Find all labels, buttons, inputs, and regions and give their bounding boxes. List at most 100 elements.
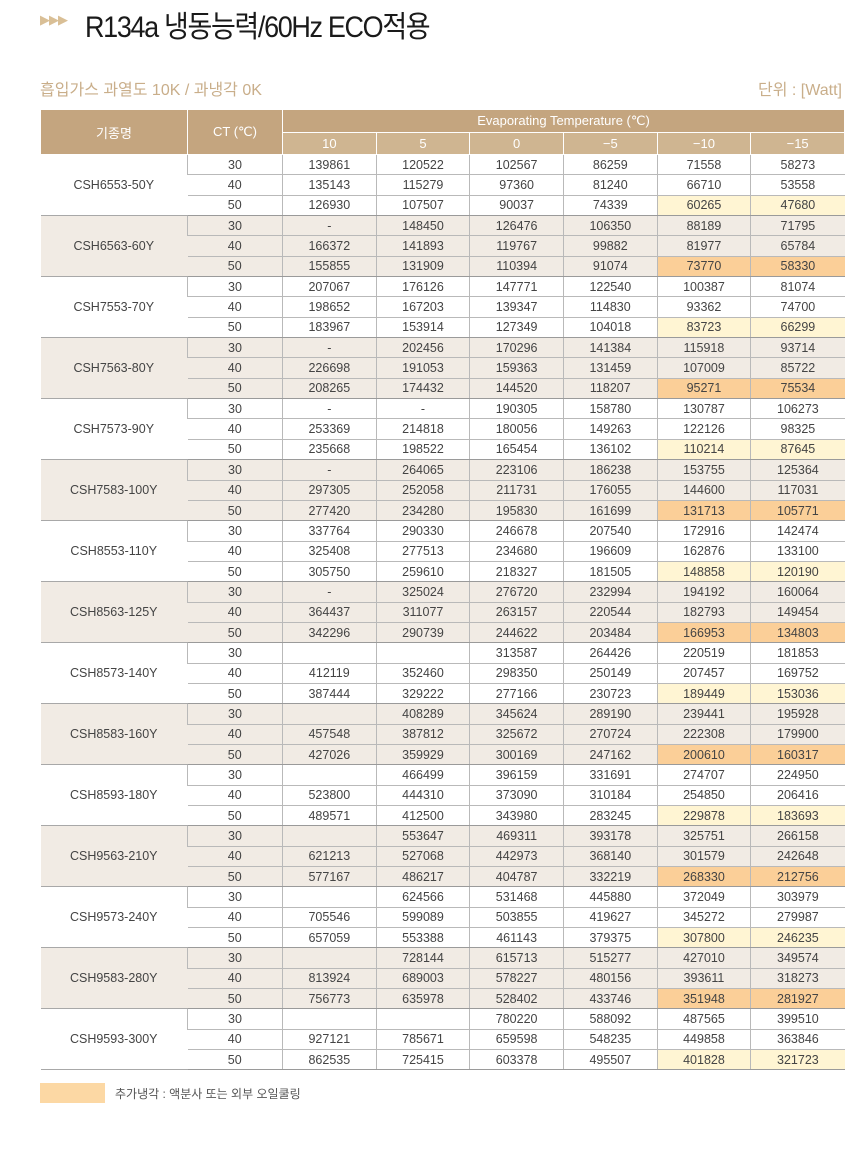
capacity-cell: 153036 — [750, 683, 845, 705]
capacity-cell: 515277 — [562, 947, 658, 969]
capacity-cell: 246235 — [750, 927, 845, 949]
capacity-cell: 191053 — [375, 357, 470, 379]
capacity-cell: 527068 — [375, 846, 470, 868]
capacity-cell: 242648 — [750, 846, 845, 868]
table-row: 40 813924 689003 578227 480156 393611 318273 — [41, 968, 845, 990]
ct-cell: 30 — [187, 276, 283, 298]
capacity-cell: 303979 — [750, 886, 845, 908]
ct-cell: 30 — [187, 1008, 283, 1030]
table-row: CSH9563-210Y 30 553647 469311 393178 325751 26… — [40, 825, 845, 888]
capacity-cell: 58330 — [750, 256, 845, 278]
table-row: 40 198652 167203 139347 114830 93362 74700 — [41, 296, 845, 318]
model-name: CSH7573-90Y — [40, 398, 188, 461]
table-row: 50 756773 635978 528402 433746 351948 281927 — [41, 988, 845, 1010]
capacity-cell: - — [282, 459, 377, 481]
table-row: CSH8593-180Y 30 466499 396159 331691 274707 22… — [40, 764, 845, 827]
capacity-cell: 203484 — [562, 622, 658, 644]
ct-cell: 40 — [187, 968, 283, 990]
capacity-cell: 100387 — [656, 276, 751, 298]
capacity-cell: 182793 — [656, 602, 751, 623]
table-row: CSH8583-160Y 30 408289 345624 289190 239441 19… — [40, 703, 845, 766]
capacity-cell: 85722 — [750, 357, 845, 379]
capacity-cell: 198522 — [375, 439, 470, 461]
capacity-cell: 207457 — [656, 663, 751, 684]
capacity-cell: 486217 — [375, 866, 470, 888]
capacity-cell: 290330 — [375, 520, 470, 542]
capacity-cell: 99882 — [562, 235, 658, 257]
condition-subtitle: 흡입가스 과열도 10K / 과냉각 0K — [40, 82, 262, 99]
table-row: 50 387444 329222 277166 230723 189449 153036 — [41, 683, 845, 705]
header-temp: −15 — [750, 132, 845, 155]
capacity-cell: 283245 — [562, 805, 658, 827]
capacity-cell: 162876 — [656, 541, 751, 562]
capacity-cell: 139861 — [282, 154, 377, 176]
ct-cell: 50 — [187, 317, 283, 339]
capacity-cell: 194192 — [656, 581, 751, 603]
capacity-cell: 372049 — [656, 886, 751, 908]
capacity-cell: 149454 — [750, 602, 845, 623]
capacity-cell: 373090 — [469, 785, 564, 807]
capacity-cell: 235668 — [282, 439, 377, 461]
model-name: CSH8573-140Y — [40, 642, 188, 705]
capacity-cell: 603378 — [469, 1049, 564, 1071]
table-row: 40 325408 277513 234680 196609 162876 133100 — [41, 541, 845, 562]
capacity-cell: 252058 — [375, 480, 470, 501]
capacity-cell: 379375 — [562, 927, 658, 949]
capacity-cell: 144520 — [469, 378, 564, 400]
ct-cell: 30 — [187, 459, 283, 481]
ct-cell: 50 — [187, 988, 283, 1010]
capacity-cell: 71558 — [656, 154, 751, 176]
capacity-cell: 98325 — [750, 418, 845, 440]
capacity-cell: 364437 — [282, 602, 377, 623]
capacity-cell: 615713 — [469, 947, 564, 969]
capacity-cell: 349574 — [750, 947, 845, 969]
capacity-cell: 169752 — [750, 663, 845, 684]
ct-cell: 40 — [187, 235, 283, 257]
ct-cell: 30 — [187, 215, 283, 237]
capacity-cell: 104018 — [562, 317, 658, 339]
table-row: CSH8553-110Y 30 337764 290330 246678 207540 17… — [40, 520, 845, 583]
capacity-cell: 387444 — [282, 683, 377, 705]
capacity-cell: 325024 — [375, 581, 470, 603]
capacity-cell: 331691 — [562, 764, 658, 786]
table-row: CSH8573-140Y 30 313587 264426 220519 181853 — [40, 642, 845, 705]
capacity-cell: 310184 — [562, 785, 658, 807]
capacity-cell: 246678 — [469, 520, 564, 542]
table-row: 50 305750 259610 218327 181505 148858 120190 — [41, 561, 845, 583]
capacity-cell: 180056 — [469, 418, 564, 440]
capacity-cell: 253369 — [282, 418, 377, 440]
ct-cell: 30 — [187, 581, 283, 603]
table-row: 40 253369 214818 180056 149263 122126 98325 — [41, 418, 845, 440]
capacity-cell: 105771 — [750, 500, 845, 522]
capacity-cell: 60265 — [656, 195, 751, 217]
model-name: CSH7553-70Y — [40, 276, 188, 339]
capacity-cell: 126930 — [282, 195, 377, 217]
table-row: 50 277420 234280 195830 161699 131713 105771 — [41, 500, 845, 522]
capacity-cell: 141893 — [375, 235, 470, 257]
capacity-cell: 119767 — [469, 235, 564, 257]
capacity-cell: 142474 — [750, 520, 845, 542]
capacity-cell: - — [282, 581, 377, 603]
ct-cell: 30 — [187, 642, 283, 664]
capacity-cell: 444310 — [375, 785, 470, 807]
capacity-cell: 135143 — [282, 174, 377, 196]
capacity-cell: 363846 — [750, 1029, 845, 1051]
capacity-cell: 756773 — [282, 988, 377, 1010]
capacity-cell: 927121 — [282, 1029, 377, 1051]
table-row: 40 364437 311077 263157 220544 182793 149454 — [41, 602, 845, 623]
capacity-cell: 445880 — [562, 886, 658, 908]
table-row: CSH7563-80Y 30-202456 170296 141384 115918 93… — [40, 337, 845, 400]
capacity-cell: 480156 — [562, 968, 658, 990]
capacity-cell: 553388 — [375, 927, 470, 949]
capacity-cell: 301579 — [656, 846, 751, 868]
model-name: CSH8563-125Y — [40, 581, 188, 644]
table-row: 40 523800 444310 373090 310184 254850 206416 — [41, 785, 845, 807]
capacity-cell: 167203 — [375, 296, 470, 318]
capacity-cell: 149263 — [562, 418, 658, 440]
ct-cell: 50 — [187, 866, 283, 888]
table-row: 50 427026 359929 300169 247162 200610 160317 — [41, 744, 845, 766]
model-name: CSH9593-300Y — [40, 1008, 188, 1071]
capacity-cell: 189449 — [656, 683, 751, 705]
capacity-cell: 659598 — [469, 1029, 564, 1051]
capacity-cell: 548235 — [562, 1029, 658, 1051]
